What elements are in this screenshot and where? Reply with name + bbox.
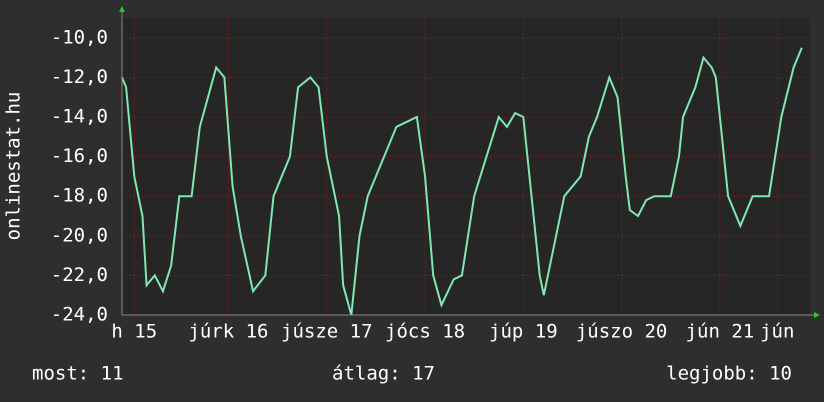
y-arrow xyxy=(119,6,125,12)
x-tick-label: jócs 18 xyxy=(385,321,465,343)
y-tick-label: -10,0 xyxy=(51,26,108,48)
stat-current: most: 11 xyxy=(32,363,124,385)
y-tick-label: -24,0 xyxy=(51,304,108,326)
y-axis-label: onlinestat.hu xyxy=(3,92,25,241)
x-tick-label: júp 19 xyxy=(489,321,558,343)
stat-average: átlag: 17 xyxy=(332,363,435,385)
y-tick-label: -20,0 xyxy=(51,224,108,246)
y-tick-label: -16,0 xyxy=(51,145,108,167)
x-arrow xyxy=(814,312,820,318)
x-tick-label: júszo 20 xyxy=(576,321,668,343)
x-tick-label: júrk 16 xyxy=(188,321,268,343)
plot-area xyxy=(122,18,810,315)
x-tick-label: júsze 17 xyxy=(281,321,373,343)
x-tick-label: h 15 xyxy=(111,321,157,343)
y-tick-label: -12,0 xyxy=(51,66,108,88)
y-tick-label: -14,0 xyxy=(51,106,108,128)
x-tick-label: jún 21 xyxy=(686,321,755,343)
y-tick-label: -18,0 xyxy=(51,185,108,207)
stat-best: legjobb: 10 xyxy=(666,363,792,385)
data-line xyxy=(121,47,803,316)
x-tick-label: jún xyxy=(760,321,794,343)
y-tick-label: -22,0 xyxy=(51,264,108,286)
